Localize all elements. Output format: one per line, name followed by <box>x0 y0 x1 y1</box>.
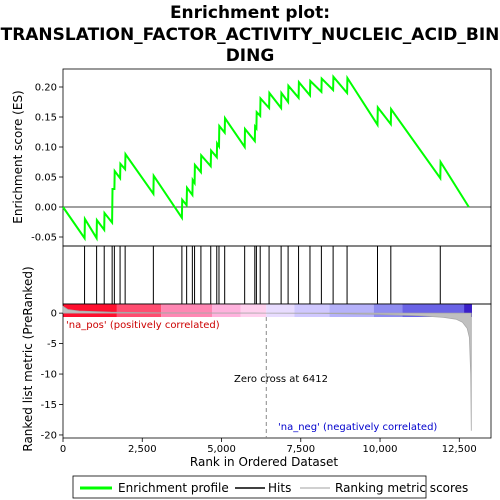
x-axis: 0 2,500 5,000 7,500 10,000 12,500 <box>60 438 477 455</box>
legend-hits-label: Hits <box>268 481 291 495</box>
legend-metric-label: Ranking metric scores <box>335 481 468 495</box>
es-y-tick-label: 0.20 <box>35 83 57 94</box>
band-segment <box>464 304 472 317</box>
metric-y-axis-label: Ranked list metric (PreRanked) <box>21 266 35 451</box>
x-axis-label: Rank in Ordered Dataset <box>190 455 338 469</box>
metric-y-tick-label: -5 <box>47 339 57 350</box>
es-y-axis: -0.05 0.00 0.05 0.10 0.15 0.20 <box>31 83 63 244</box>
x-tick-label: 0 <box>60 444 66 455</box>
pos-correlated-label: 'na_pos' (positively correlated) <box>66 320 220 331</box>
zero-cross-label: Zero cross at 6412 <box>234 374 328 385</box>
x-tick-label: 10,000 <box>363 444 398 455</box>
hits-panel <box>62 245 492 305</box>
metric-y-axis: 0 -5 -10 -15 -20 <box>41 309 63 441</box>
metric-y-tick-label: 0 <box>51 309 57 320</box>
band-segment <box>212 304 241 317</box>
es-y-tick-label: 0.15 <box>35 113 57 124</box>
band-segment <box>116 304 162 317</box>
chart-title-line3: DING <box>226 46 275 66</box>
x-tick-label: 2,500 <box>128 444 157 455</box>
legend-profile-label: Enrichment profile <box>118 481 229 495</box>
band-segment <box>329 304 374 317</box>
band-segment <box>240 304 267 317</box>
hits-panel-frame <box>62 245 492 305</box>
es-y-tick-label: 0.10 <box>35 143 57 154</box>
es-panel: -0.05 0.00 0.05 0.10 0.15 0.20 Enrichment sco… <box>11 68 492 247</box>
chart-title-line2: TRANSLATION_FACTOR_ACTIVITY_NUCLEIC_ACID… <box>1 25 500 45</box>
hits-marks <box>84 246 441 304</box>
neg-correlated-label: 'na_neg' (negatively correlated) <box>278 422 437 433</box>
band-segment <box>63 304 117 317</box>
enrichment-profile-line <box>62 74 470 242</box>
metric-y-tick-label: -10 <box>41 370 57 381</box>
rank-color-band <box>63 304 472 317</box>
band-segment <box>161 304 213 317</box>
ranking-metric-area <box>62 305 472 431</box>
x-tick-label: 5,000 <box>207 444 236 455</box>
legend-frame <box>72 475 427 499</box>
es-y-tick-label: 0.05 <box>35 173 57 184</box>
es-y-tick-label: 0.00 <box>35 203 57 214</box>
es-y-axis-label: Enrichment score (ES) <box>11 90 25 223</box>
x-tick-label: 12,500 <box>442 444 477 455</box>
band-segment <box>294 304 330 317</box>
metric-panel-frame <box>62 303 492 439</box>
es-y-tick-label: -0.05 <box>31 233 57 244</box>
metric-panel: 0 -5 -10 -15 -20 'na_pos' (positively correl… <box>21 266 492 452</box>
legend: Enrichment profile Hits Ranking metric s… <box>72 475 468 499</box>
band-segment <box>266 304 295 317</box>
metric-y-tick-label: -20 <box>41 430 57 441</box>
metric-y-tick-label: -15 <box>41 400 57 411</box>
chart-title-line1: Enrichment plot: <box>170 3 330 23</box>
x-tick-label: 7,500 <box>286 444 315 455</box>
